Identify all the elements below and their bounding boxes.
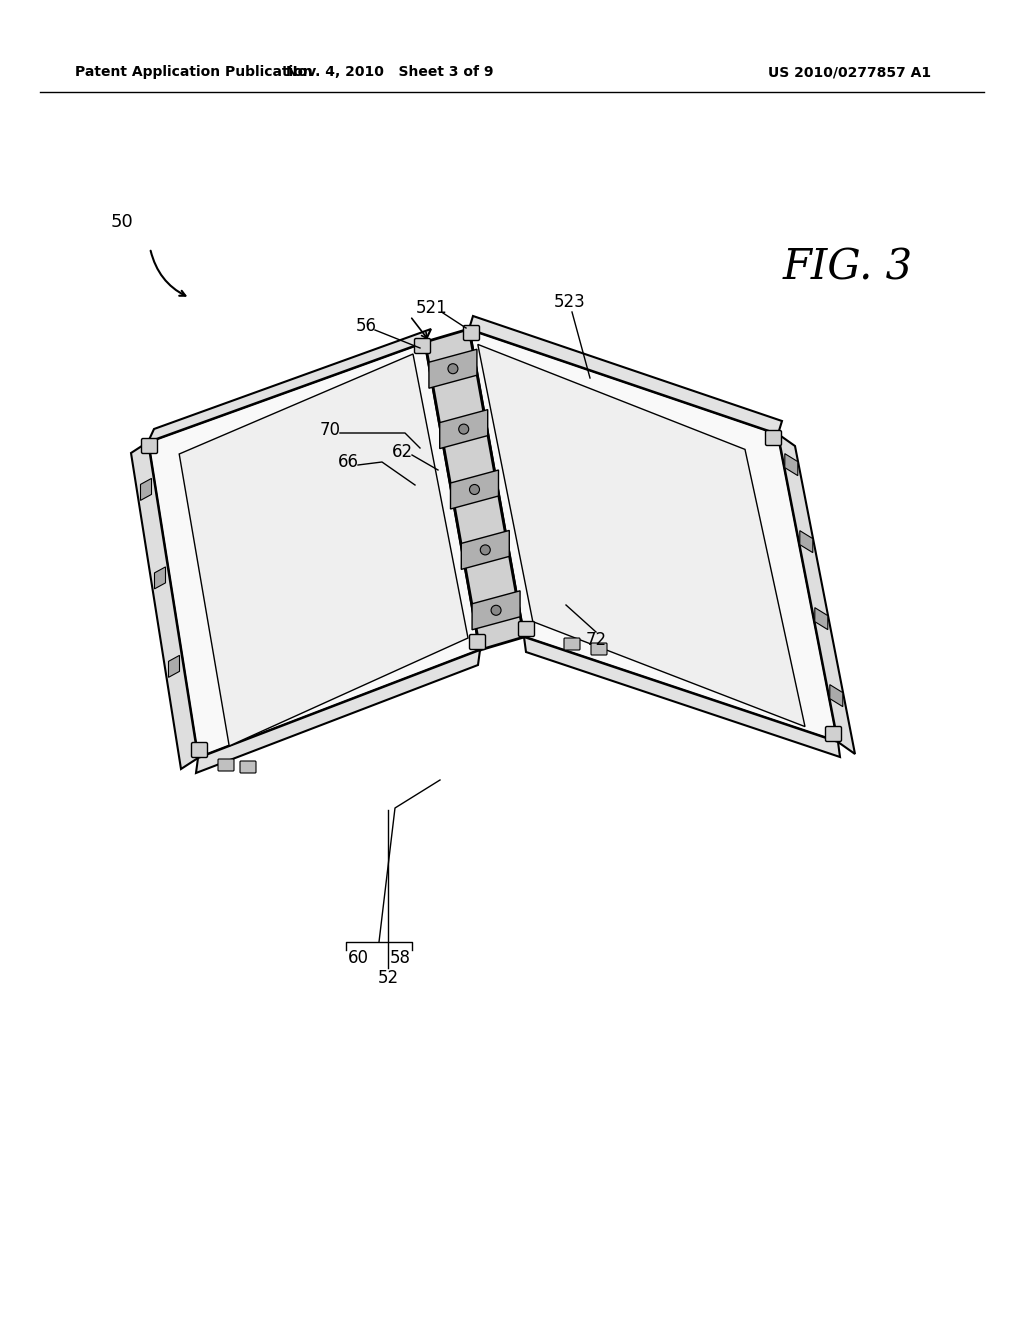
Polygon shape [469, 315, 782, 434]
Text: 56: 56 [355, 317, 377, 335]
Polygon shape [451, 470, 499, 510]
Polygon shape [148, 329, 431, 442]
Polygon shape [169, 655, 179, 677]
FancyBboxPatch shape [825, 726, 842, 742]
Polygon shape [155, 566, 166, 589]
Polygon shape [131, 442, 198, 770]
Circle shape [447, 364, 458, 374]
FancyBboxPatch shape [564, 638, 580, 649]
Circle shape [469, 484, 479, 495]
Polygon shape [179, 354, 468, 746]
Polygon shape [425, 329, 524, 649]
FancyBboxPatch shape [518, 622, 535, 636]
Polygon shape [140, 478, 152, 500]
Text: 70: 70 [319, 421, 341, 440]
FancyBboxPatch shape [141, 438, 158, 454]
Circle shape [492, 606, 501, 615]
Polygon shape [815, 607, 827, 630]
Text: 58: 58 [389, 949, 411, 968]
Polygon shape [196, 649, 480, 774]
Text: 523: 523 [554, 293, 586, 312]
Text: 62: 62 [391, 444, 413, 461]
Text: FIG. 3: FIG. 3 [783, 247, 913, 289]
Text: 521: 521 [416, 300, 447, 317]
Polygon shape [800, 531, 813, 553]
FancyBboxPatch shape [191, 742, 208, 758]
Polygon shape [784, 454, 798, 475]
Circle shape [459, 424, 469, 434]
FancyBboxPatch shape [464, 326, 479, 341]
Text: 66: 66 [338, 453, 358, 471]
FancyBboxPatch shape [469, 635, 485, 649]
Text: 50: 50 [111, 213, 133, 231]
Polygon shape [148, 342, 480, 758]
Polygon shape [778, 434, 855, 754]
Polygon shape [478, 345, 805, 726]
Polygon shape [439, 409, 487, 449]
Polygon shape [469, 329, 838, 742]
FancyBboxPatch shape [591, 643, 607, 655]
Polygon shape [461, 531, 509, 569]
Polygon shape [524, 638, 840, 756]
Polygon shape [472, 591, 520, 630]
Polygon shape [829, 685, 843, 706]
Text: Nov. 4, 2010   Sheet 3 of 9: Nov. 4, 2010 Sheet 3 of 9 [287, 65, 494, 79]
FancyBboxPatch shape [240, 762, 256, 774]
Polygon shape [429, 350, 477, 388]
Circle shape [480, 545, 490, 554]
Text: 52: 52 [378, 969, 398, 987]
FancyBboxPatch shape [415, 338, 430, 354]
Text: US 2010/0277857 A1: US 2010/0277857 A1 [768, 65, 932, 79]
Text: 72: 72 [586, 631, 606, 649]
FancyBboxPatch shape [766, 430, 781, 446]
Text: 60: 60 [347, 949, 369, 968]
FancyBboxPatch shape [218, 759, 234, 771]
Text: Patent Application Publication: Patent Application Publication [75, 65, 312, 79]
